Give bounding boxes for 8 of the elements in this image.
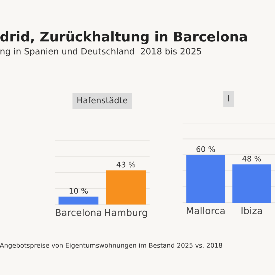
x-tick-label: Ibiza xyxy=(242,207,262,214)
chart-title: Hafenstädte xyxy=(78,97,128,104)
x-tick-label: Hamburg xyxy=(105,209,148,218)
chart-title: I xyxy=(228,96,230,102)
x-tick-label: Barcelona xyxy=(56,209,102,216)
text: ng in Spanien und Deutschland 2018 bis 2025 xyxy=(0,48,202,56)
text: drid, Zurückhaltung in Barcelona xyxy=(0,31,248,45)
x-tick-label: Mallorca xyxy=(187,207,225,214)
